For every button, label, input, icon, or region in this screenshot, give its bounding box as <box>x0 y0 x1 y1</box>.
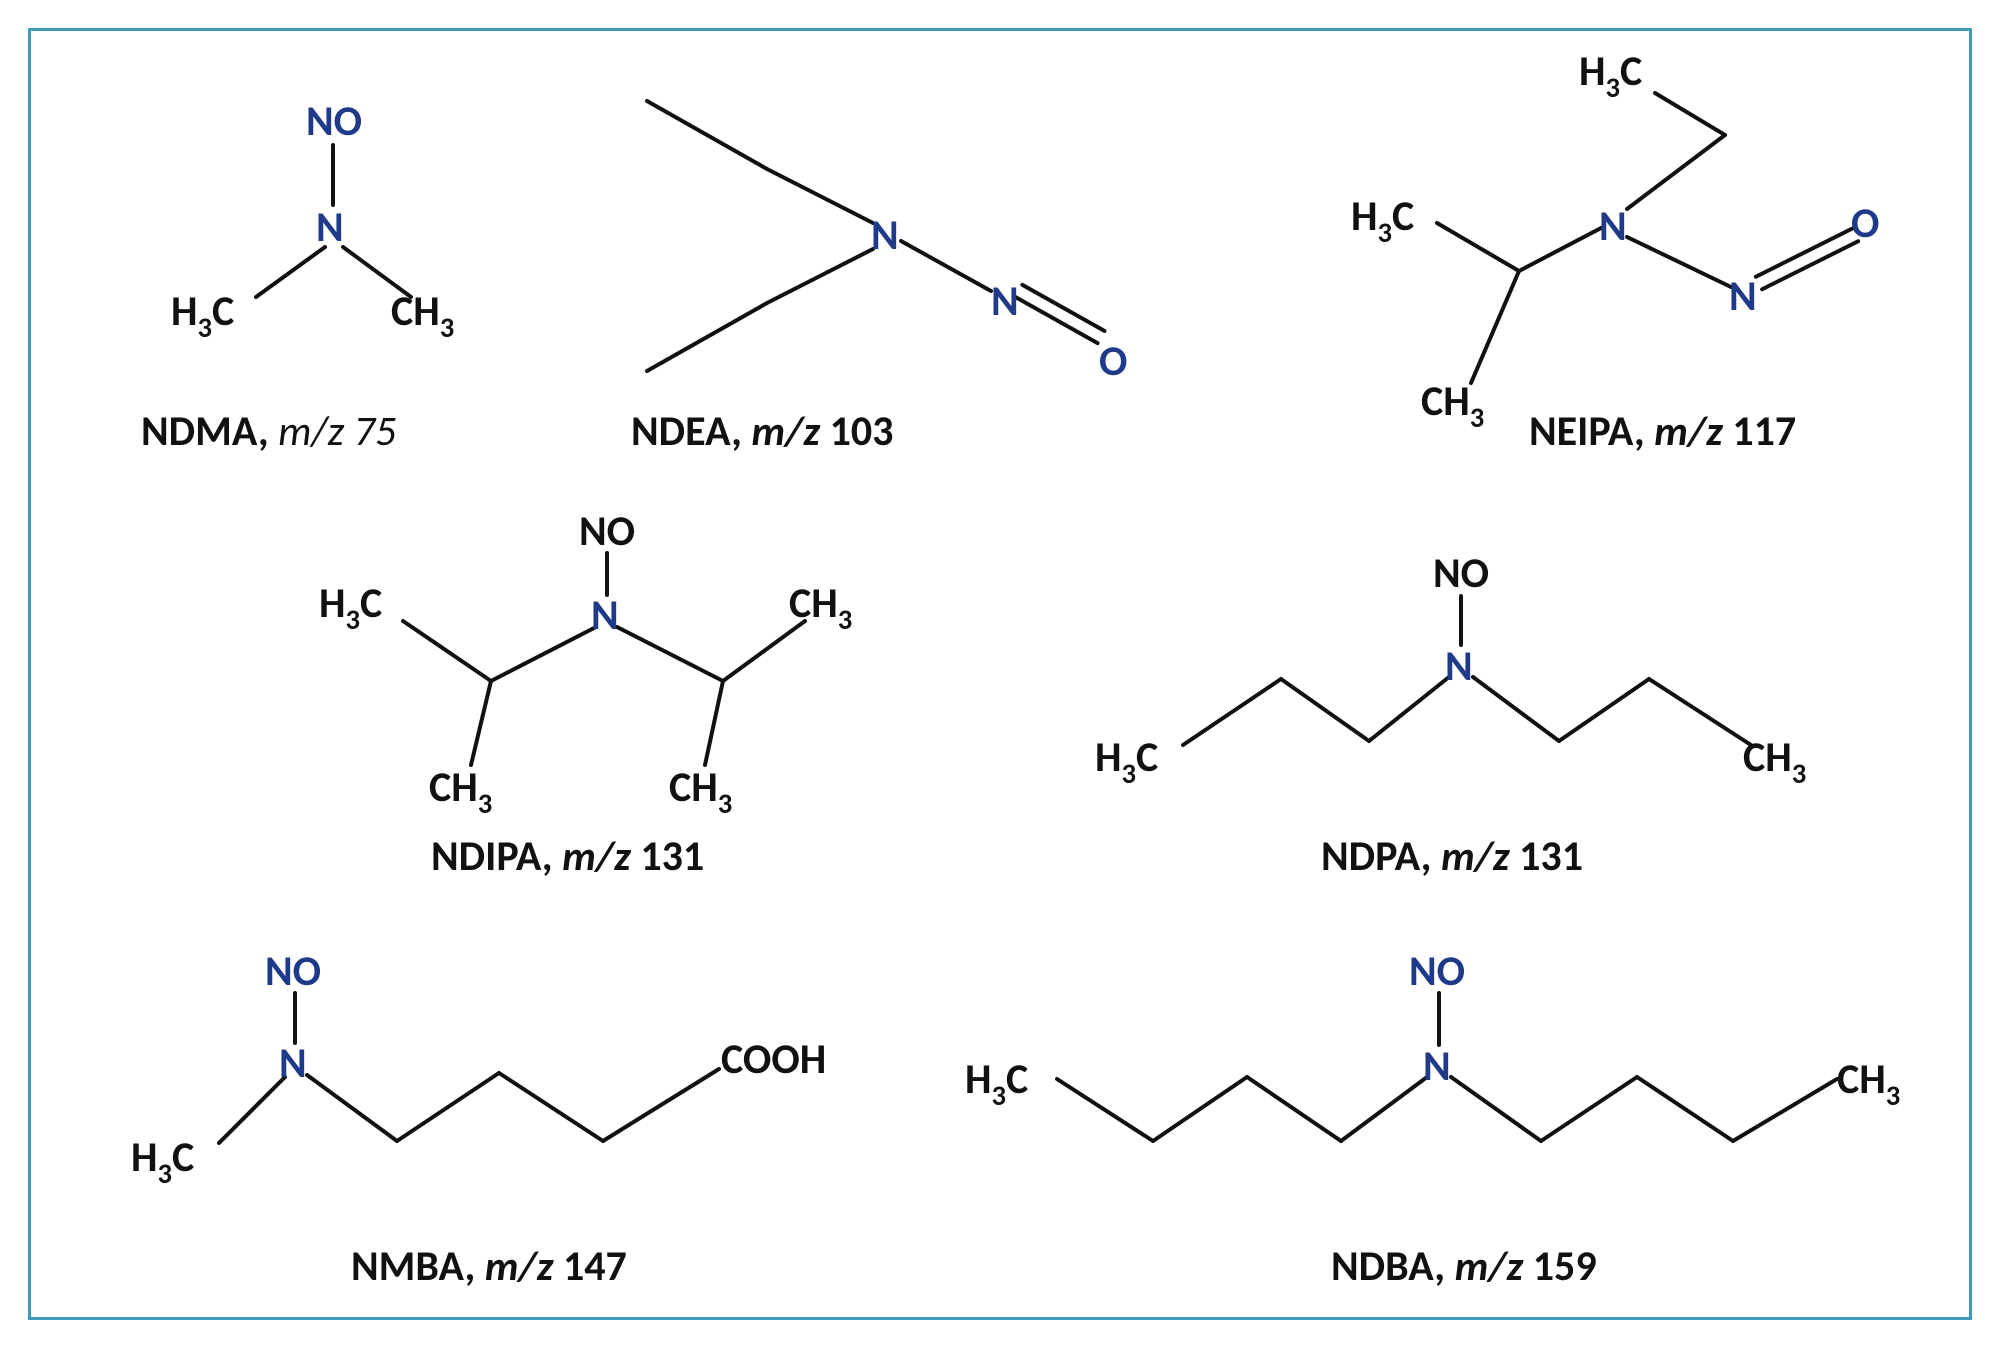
atom-label: CH3 <box>391 291 454 340</box>
atom-label: H3C <box>1095 737 1158 786</box>
mz-value: 147 <box>563 1241 627 1292</box>
mz-label: m/z <box>485 1241 563 1292</box>
atom-label: N <box>1729 276 1757 318</box>
atom-label: H3C <box>171 291 234 340</box>
atom-label: H3C <box>965 1059 1028 1108</box>
abbrev: NDIPA, <box>431 831 562 882</box>
mz-label: m/z <box>1654 406 1732 457</box>
compound-ndba: NO N H3C CH3 <box>961 951 1941 1221</box>
atom-label: H3C <box>131 1137 194 1186</box>
atom-label: N <box>279 1043 307 1085</box>
mz-value: 103 <box>830 406 894 457</box>
caption-ndma: NDMA, m/z 75 <box>141 406 396 457</box>
bonds-ndipa <box>311 511 911 821</box>
atom-label: O <box>1851 203 1879 245</box>
atom-label: NO <box>1409 951 1465 993</box>
abbrev: NDEA, <box>631 406 751 457</box>
atom-label: N <box>1423 1046 1451 1088</box>
mz-value: 75 <box>354 406 397 457</box>
mz-value: 159 <box>1533 1241 1597 1292</box>
compound-ndpa: NO N H3C CH3 <box>1071 551 1871 821</box>
compound-ndipa: NO N H3C CH3 CH3 CH3 <box>311 511 911 821</box>
atom-label: N <box>1599 206 1627 248</box>
atom-label: CH3 <box>1743 737 1806 786</box>
atom-label: N <box>1445 646 1473 688</box>
abbrev: NEIPA, <box>1529 406 1654 457</box>
atom-label: NO <box>265 951 321 993</box>
mz-value: 131 <box>640 831 704 882</box>
abbrev: NDMA, <box>141 406 278 457</box>
atom-label: CH3 <box>1421 381 1484 430</box>
caption-nmba: NMBA, m/z 147 <box>351 1241 627 1292</box>
atom-label: H3C <box>1351 196 1414 245</box>
abbrev: NDBA, <box>1331 1241 1455 1292</box>
atom-label: NO <box>1433 553 1489 595</box>
atom-label: COOH <box>721 1039 826 1081</box>
mz-value: 131 <box>1519 831 1583 882</box>
atom-label: NO <box>579 511 635 553</box>
diagram-frame: NONH3CCH3NDMA, m/z 75NNONDEA, m/z 103H3C… <box>28 28 1972 1320</box>
mz-label: m/z <box>278 406 354 457</box>
abbrev: NDPA, <box>1321 831 1441 882</box>
abbrev: NMBA, <box>351 1241 485 1292</box>
caption-neipa: NEIPA, m/z 117 <box>1529 406 1796 457</box>
atom-label: CH3 <box>789 583 852 632</box>
atom-label: O <box>1099 341 1127 383</box>
atom-label: H3C <box>319 583 382 632</box>
atom-label: N <box>871 215 899 257</box>
compound-nmba: NO N H3C COOH <box>131 951 891 1221</box>
atom-label: N <box>991 281 1019 323</box>
atom-label: CH3 <box>429 767 492 816</box>
caption-ndba: NDBA, m/z 159 <box>1331 1241 1597 1292</box>
mz-label: m/z <box>1455 1241 1533 1292</box>
mz-label: m/z <box>1441 831 1519 882</box>
bonds-ndea <box>601 91 1131 401</box>
caption-ndea: NDEA, m/z 103 <box>631 406 893 457</box>
bonds-nmba <box>131 951 891 1221</box>
atom-label: H3C <box>1579 51 1642 100</box>
mz-label: m/z <box>562 831 640 882</box>
atom-label: N <box>591 595 619 637</box>
atom-label: CH3 <box>669 767 732 816</box>
atom-label: CH3 <box>1837 1059 1900 1108</box>
atom-label: NO <box>306 101 362 143</box>
mz-value: 117 <box>1732 406 1796 457</box>
mz-label: m/z <box>751 406 829 457</box>
compound-neipa: H3CH3CNNOCH3 <box>1281 51 1921 411</box>
compound-ndea: N N O <box>601 91 1131 401</box>
caption-ndpa: NDPA, m/z 131 <box>1321 831 1583 882</box>
caption-ndipa: NDIPA, m/z 131 <box>431 831 704 882</box>
compound-ndma: NO N H3C CH3 <box>111 101 511 401</box>
atom-label: N <box>316 207 344 249</box>
